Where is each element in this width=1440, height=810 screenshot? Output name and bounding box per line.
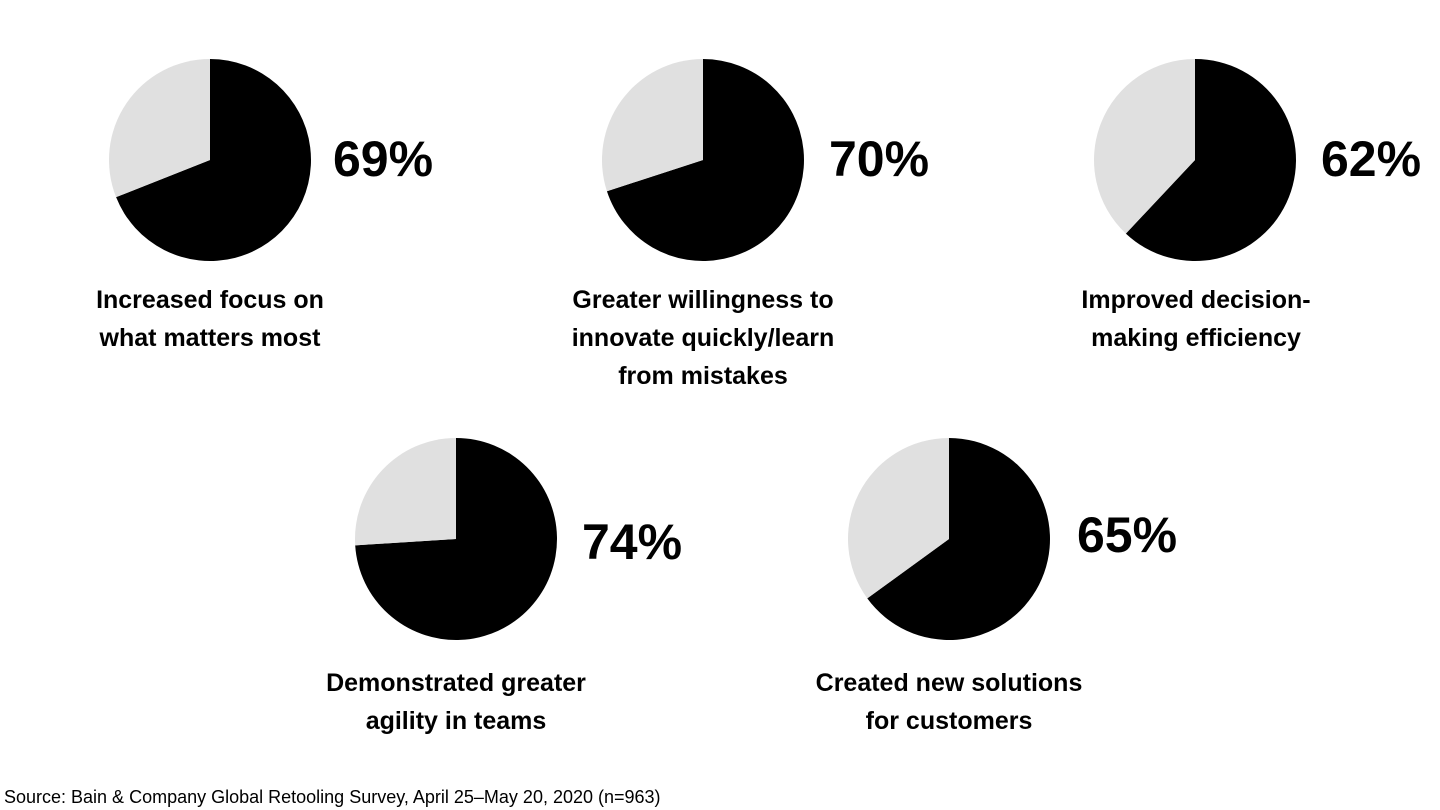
pie-4-caption: Demonstrated greater agility in teams xyxy=(286,664,626,740)
pie-1-slice-share xyxy=(116,59,311,261)
pie-4-slice-remainder xyxy=(355,438,456,546)
pie-3-caption: Improved decision- making efficiency xyxy=(1026,281,1366,357)
source-note: Source: Bain & Company Global Retooling … xyxy=(4,787,661,807)
pie-4-value-label: 74% xyxy=(582,514,683,570)
pie-5-slice-remainder xyxy=(847,437,949,599)
pie-4-caption-line: Demonstrated greater xyxy=(326,669,586,697)
pie-2-slice-remainder xyxy=(601,58,703,192)
pie-5-value-label: 65% xyxy=(1077,507,1178,563)
pie-3-caption-line: Improved decision- xyxy=(1081,286,1311,314)
pie-1-caption: Increased focus on what matters most xyxy=(40,281,380,357)
pie-2-caption-line: Greater willingness to xyxy=(572,286,834,314)
pie-5-caption-line: Created new solutions xyxy=(815,669,1083,697)
pie-3-slice-remainder xyxy=(1093,59,1195,234)
pie-2-caption-line: from mistakes xyxy=(618,362,788,390)
pie-3-slice-share xyxy=(1125,59,1296,262)
pie-2-caption: Greater willingness to innovate quickly/… xyxy=(533,281,873,395)
pie-4-caption-line: agility in teams xyxy=(365,707,547,735)
pie-5-caption: Created new solutions for customers xyxy=(779,664,1119,740)
pie-2-slice-share xyxy=(606,59,804,261)
pie-1-caption-line: what matters most xyxy=(99,324,321,352)
pie-4-slice-share xyxy=(355,438,558,640)
pie-1-caption-line: Increased focus on xyxy=(96,286,324,314)
pie-1-value-label: 69% xyxy=(333,131,434,187)
pie-5-caption-line: for customers xyxy=(865,707,1033,735)
pie-3-caption-line: making efficiency xyxy=(1091,324,1301,352)
pie-5-slice-share xyxy=(867,438,1050,641)
pie-1-slice-remainder xyxy=(108,59,210,198)
pie-3-value-label: 62% xyxy=(1321,131,1422,187)
pie-2-caption-line: innovate quickly/learn xyxy=(571,324,835,352)
pie-2-value-label: 70% xyxy=(829,131,930,187)
